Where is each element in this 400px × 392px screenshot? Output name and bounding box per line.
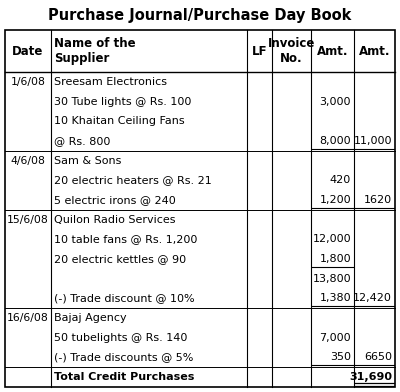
Text: 12,420: 12,420 bbox=[353, 293, 392, 303]
Text: 16/6/08: 16/6/08 bbox=[7, 313, 49, 323]
Text: Quilon Radio Services: Quilon Radio Services bbox=[54, 215, 176, 225]
Text: Amt.: Amt. bbox=[359, 45, 390, 58]
Text: @ Rs. 800: @ Rs. 800 bbox=[54, 136, 110, 146]
Text: 11,000: 11,000 bbox=[354, 136, 392, 146]
Text: 420: 420 bbox=[330, 175, 351, 185]
Text: Name of the
Supplier: Name of the Supplier bbox=[54, 37, 136, 65]
Text: 50 tubelights @ Rs. 140: 50 tubelights @ Rs. 140 bbox=[54, 333, 187, 343]
Text: 350: 350 bbox=[330, 352, 351, 363]
Text: 3,000: 3,000 bbox=[320, 96, 351, 107]
Text: 1,380: 1,380 bbox=[320, 293, 351, 303]
Text: Sam & Sons: Sam & Sons bbox=[54, 156, 121, 165]
Text: Date: Date bbox=[12, 45, 44, 58]
Text: 20 electric heaters @ Rs. 21: 20 electric heaters @ Rs. 21 bbox=[54, 175, 212, 185]
Text: 6650: 6650 bbox=[364, 352, 392, 363]
Text: (-) Trade discount @ 10%: (-) Trade discount @ 10% bbox=[54, 293, 195, 303]
Text: Invoice
No.: Invoice No. bbox=[268, 37, 315, 65]
Text: 5 electric irons @ 240: 5 electric irons @ 240 bbox=[54, 195, 176, 205]
Text: 20 electric kettles @ 90: 20 electric kettles @ 90 bbox=[54, 254, 186, 264]
Text: 1,800: 1,800 bbox=[320, 254, 351, 264]
Text: LF: LF bbox=[252, 45, 267, 58]
Text: Sreesam Electronics: Sreesam Electronics bbox=[54, 77, 167, 87]
Text: Amt.: Amt. bbox=[317, 45, 348, 58]
Text: 8,000: 8,000 bbox=[320, 136, 351, 146]
Text: 1620: 1620 bbox=[364, 195, 392, 205]
Text: 1,200: 1,200 bbox=[320, 195, 351, 205]
Text: 15/6/08: 15/6/08 bbox=[7, 215, 49, 225]
Text: 10 table fans @ Rs. 1,200: 10 table fans @ Rs. 1,200 bbox=[54, 234, 197, 244]
Text: 4/6/08: 4/6/08 bbox=[10, 156, 46, 165]
Text: Purchase Journal/Purchase Day Book: Purchase Journal/Purchase Day Book bbox=[48, 8, 352, 23]
Text: 12,000: 12,000 bbox=[312, 234, 351, 244]
Text: 7,000: 7,000 bbox=[320, 333, 351, 343]
Text: 13,800: 13,800 bbox=[312, 274, 351, 284]
Text: Total Credit Purchases: Total Credit Purchases bbox=[54, 372, 194, 382]
Text: 10 Khaitan Ceiling Fans: 10 Khaitan Ceiling Fans bbox=[54, 116, 185, 126]
Text: Bajaj Agency: Bajaj Agency bbox=[54, 313, 127, 323]
Text: 1/6/08: 1/6/08 bbox=[10, 77, 46, 87]
Text: 31,690: 31,690 bbox=[349, 372, 392, 382]
Text: (-) Trade discounts @ 5%: (-) Trade discounts @ 5% bbox=[54, 352, 193, 363]
Text: 30 Tube lights @ Rs. 100: 30 Tube lights @ Rs. 100 bbox=[54, 96, 191, 107]
